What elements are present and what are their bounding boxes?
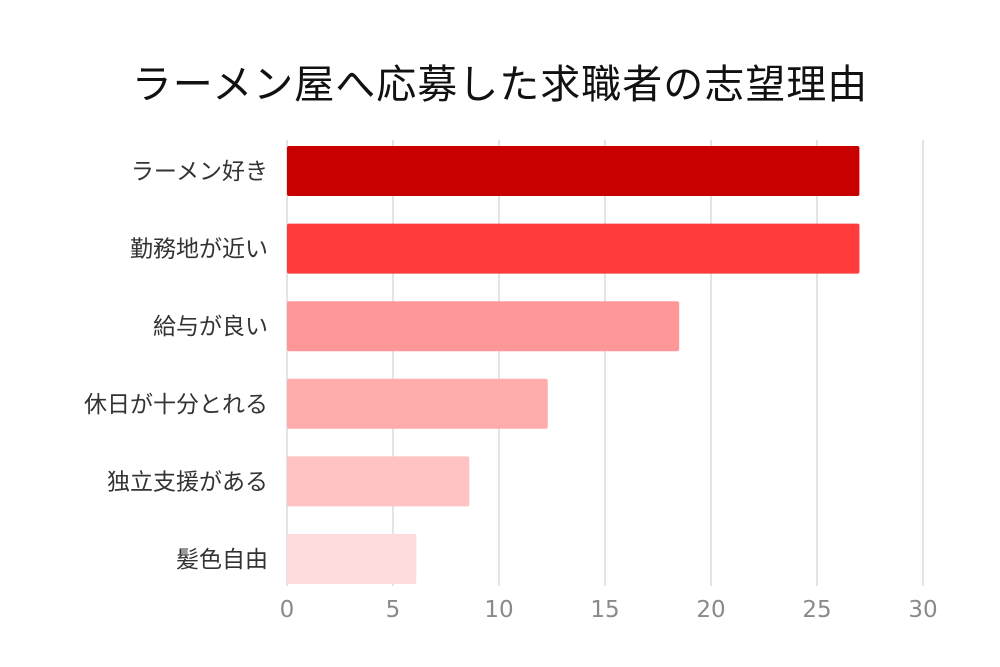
bar: [287, 378, 548, 429]
category-label: 独立支援がある: [107, 469, 268, 495]
grid-lines: [286, 140, 924, 586]
category-label: 給与が良い: [153, 314, 268, 340]
bar: [287, 146, 860, 196]
bar: [287, 301, 680, 352]
bar: [287, 223, 860, 274]
x-tick-label: 15: [590, 597, 619, 623]
bars: [287, 146, 860, 584]
category-label: 休日が十分とれる: [84, 392, 268, 418]
x-tick-label: 20: [696, 597, 725, 623]
category-label: ラーメン好き: [131, 159, 268, 185]
bar: [287, 534, 417, 584]
bar: [287, 456, 470, 507]
category-label: 髪色自由: [176, 547, 268, 573]
x-tick-label: 5: [386, 597, 401, 623]
x-axis-ticks: 0 5 10 15 20 25 30: [280, 597, 938, 623]
x-tick-label: 10: [484, 597, 513, 623]
x-tick-label: 30: [908, 597, 937, 623]
category-label: 勤務地が近い: [130, 237, 268, 263]
x-tick-label: 0: [280, 597, 295, 623]
chart-title: ラーメン屋へ応募した求職者の志望理由: [131, 62, 869, 108]
x-tick-label: 25: [802, 597, 831, 623]
